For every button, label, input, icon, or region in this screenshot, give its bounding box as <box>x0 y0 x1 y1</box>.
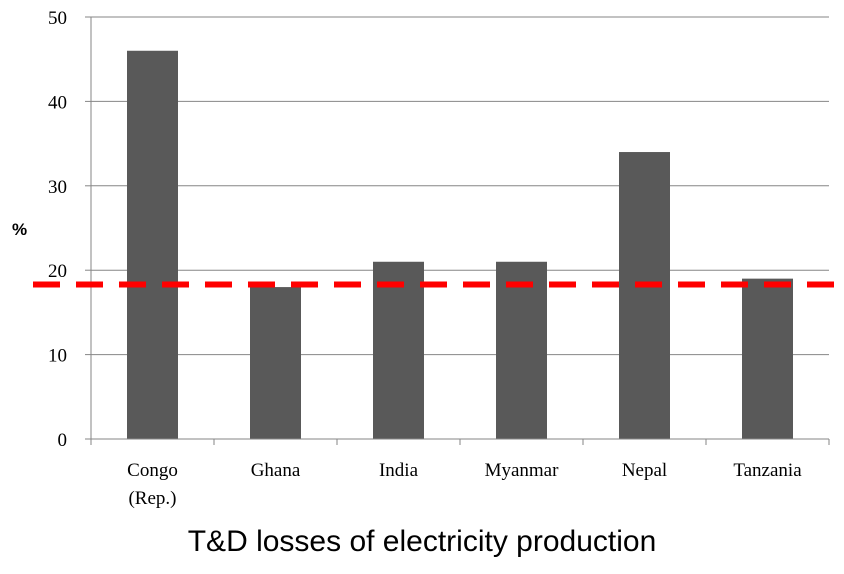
y-tick-label: 50 <box>48 8 67 29</box>
gridlines <box>85 16 829 440</box>
x-tick-label: Congo <box>127 460 178 481</box>
y-tick-label: 20 <box>48 261 67 282</box>
x-tick-label: Tanzania <box>733 460 802 481</box>
y-tick-label: 40 <box>48 92 67 113</box>
y-tick-label: 30 <box>48 177 67 198</box>
bar-congo <box>127 50 178 439</box>
y-tick-label: 0 <box>58 430 68 451</box>
y-tick-label: 10 <box>48 346 67 367</box>
bar-chart: 0 10 20 30 40 50 Congo (Rep.) Ghana India Myanmar… <box>12 8 844 509</box>
bar-tanzania <box>742 278 793 439</box>
x-tick-label: Ghana <box>251 460 301 481</box>
bars <box>127 50 793 440</box>
x-tick-label: Myanmar <box>485 460 560 481</box>
x-tick-label: (Rep.) <box>128 488 176 509</box>
axes <box>90 17 830 445</box>
chart-title: T&D losses of electricity production <box>187 525 657 558</box>
bar-india <box>373 261 424 439</box>
bar-myanmar <box>496 261 547 439</box>
x-tick-label: Nepal <box>622 460 667 481</box>
y-axis-label: % <box>12 220 27 239</box>
y-tick-labels: 0 10 20 30 40 50 <box>48 8 67 451</box>
bar-nepal <box>619 152 670 440</box>
x-tick-labels: Congo (Rep.) Ghana India Myanmar Nepal Tanzani… <box>127 460 802 509</box>
x-tick-label: India <box>379 460 419 481</box>
bar-ghana <box>250 287 301 439</box>
